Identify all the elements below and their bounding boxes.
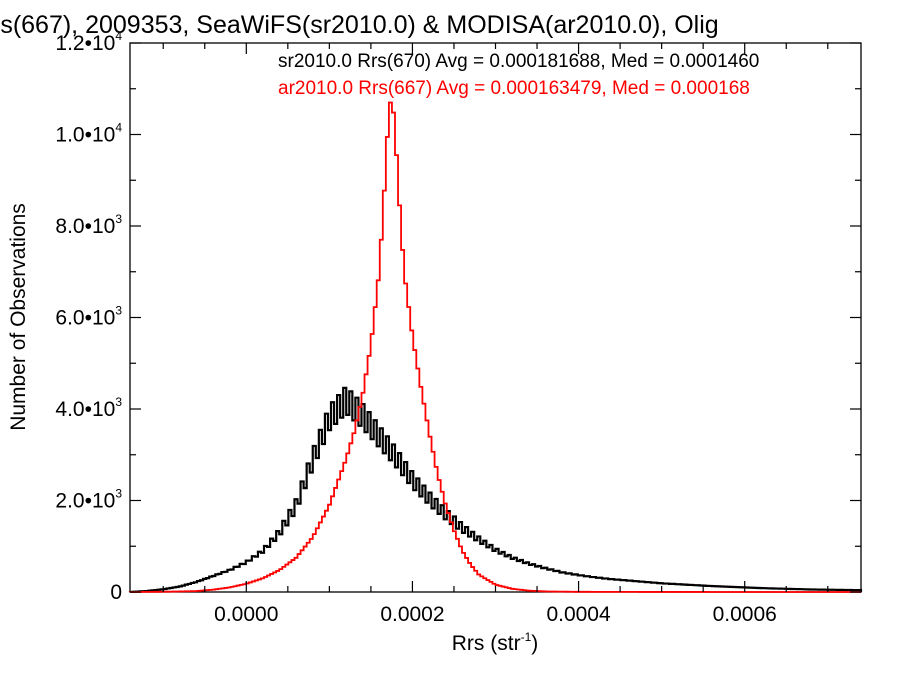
- y-axis-ticks: 0 2.0•103 4.0•103 6.0•103 8.0•103 1.0•104 1.2•…: [55, 29, 861, 604]
- legend-entry-black: sr2010.0 Rrs(670) Avg = 0.000181688, Med…: [278, 51, 759, 72]
- chart-title: rs(667), 2009353, SeaWiFS(sr2010.0) & MO…: [0, 11, 719, 39]
- y-tick-label: 6.0•103: [55, 304, 122, 330]
- series-red-histogram: [129, 101, 861, 593]
- y-tick-label: 1.0•104: [55, 121, 122, 147]
- y-tick-label: 0: [110, 581, 122, 604]
- x-axis-label: Rrs (str-1): [452, 630, 539, 655]
- x-axis-ticks: 0.0000 0.0002 0.0004 0.0006: [162, 43, 829, 626]
- series-black-histogram: [128, 386, 863, 594]
- y-tick-label: 4.0•103: [55, 395, 122, 421]
- x-tick-label: 0.0002: [380, 603, 444, 626]
- x-tick-label: 0.0006: [713, 603, 777, 626]
- x-tick-label: 0.0004: [546, 603, 611, 626]
- y-tick-label: 8.0•103: [55, 212, 122, 238]
- series-layer: [128, 101, 863, 594]
- y-tick-label: 1.2•104: [55, 29, 122, 55]
- y-tick-label: 2.0•103: [55, 487, 122, 513]
- y-axis-label: Number of Observations: [7, 203, 30, 431]
- legend: sr2010.0 Rrs(670) Avg = 0.000181688, Med…: [278, 51, 759, 99]
- x-tick-label: 0.0000: [214, 603, 278, 626]
- legend-entry-red: ar2010.0 Rrs(667) Avg = 0.000163479, Med…: [278, 78, 750, 99]
- plot-frame: [129, 42, 862, 593]
